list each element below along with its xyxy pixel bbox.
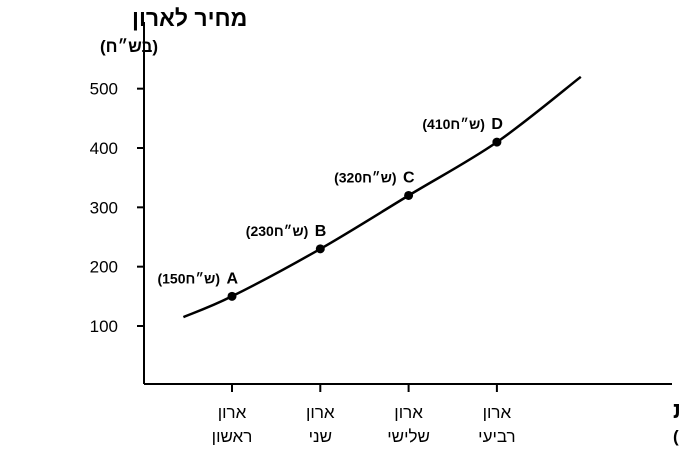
x-tick-label: ארון <box>394 403 423 422</box>
point-value-label: (150ש״ח) <box>157 270 220 286</box>
x-tick-label: שני <box>309 427 332 446</box>
x-tick-label: ארון <box>218 403 247 422</box>
x-tick-label: רביעי <box>478 427 515 446</box>
y-tick-label: 100 <box>90 317 118 336</box>
x-tick-label: שלישי <box>387 427 430 446</box>
y-axis-title: מחיר לארון <box>132 5 247 31</box>
data-point-b <box>315 244 325 254</box>
point-letter-label: D <box>491 116 503 133</box>
x-tick-label: ראשון <box>212 427 253 446</box>
x-axis-unit: (ביחידות) <box>673 427 679 446</box>
point-letter-label: C <box>403 169 415 186</box>
x-tick-label: ארון <box>306 403 335 422</box>
point-value-label: (410ש״ח) <box>422 116 485 132</box>
y-tick-label: 300 <box>90 198 118 217</box>
y-tick-label: 500 <box>90 80 118 99</box>
data-point-a <box>227 291 237 301</box>
x-tick-label: ארון <box>483 403 512 422</box>
point-letter-label: B <box>315 223 327 240</box>
point-letter-label: A <box>226 270 238 287</box>
data-point-c <box>404 190 414 200</box>
data-point-d <box>492 137 502 147</box>
cost-curve-line <box>182 75 582 319</box>
point-value-label: (230ש״ח) <box>246 223 309 239</box>
x-axis-title: ארונות <box>673 397 679 423</box>
y-tick-label: 400 <box>90 139 118 158</box>
y-tick-label: 200 <box>90 258 118 277</box>
y-axis-unit: (בש״ח) <box>100 37 158 56</box>
point-value-label: (320ש״ח) <box>334 169 397 185</box>
